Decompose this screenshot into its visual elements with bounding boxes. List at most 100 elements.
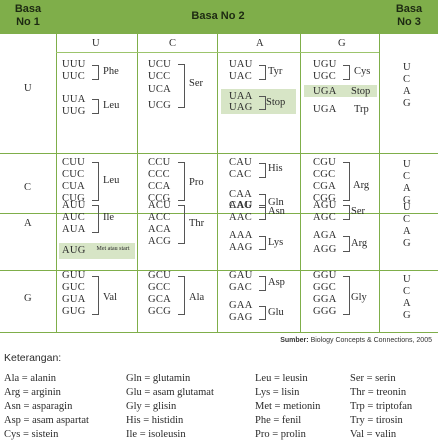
basa-1-g: G xyxy=(24,293,32,304)
aa-leu-c: Leu xyxy=(103,175,120,186)
codon-cgc: CGC xyxy=(313,169,336,180)
basa-3-a-c: C xyxy=(403,214,411,225)
codon-ggg: GGG xyxy=(313,306,337,317)
aa-lys: Lys xyxy=(268,237,284,248)
aa-val: Val xyxy=(103,292,117,303)
basa-3-a-u: U xyxy=(403,202,411,213)
legend-item: Pro = prolin xyxy=(255,429,306,440)
basa-3-u-c: C xyxy=(403,74,411,85)
aa-ser: Ser xyxy=(189,78,203,89)
header-basa-no-2-label: Basa No 2 xyxy=(191,10,245,22)
codon-ucc: UCC xyxy=(148,71,171,82)
codon-gcc: GCC xyxy=(148,282,171,293)
codon-ccg: CCG xyxy=(148,193,171,204)
codon-ggc: GGC xyxy=(313,282,337,293)
codon-agu: AGU xyxy=(313,200,337,211)
codon-uug: UUG xyxy=(62,106,86,117)
basa-3-c-a: A xyxy=(403,183,411,194)
codon-cgg: CGG xyxy=(313,193,337,204)
legend-item: Ser = serin xyxy=(350,373,396,384)
codon-aau: AAU xyxy=(229,200,253,211)
codon-ucu: UCU xyxy=(148,59,172,70)
aa-stop-uga: Stop xyxy=(351,86,371,97)
aa-ile: Ile xyxy=(103,212,115,223)
aa-pro: Pro xyxy=(189,177,204,188)
codon-uau: UAU xyxy=(229,59,253,70)
codon-agg: AGG xyxy=(313,244,337,255)
codon-uga-trp: UGA xyxy=(313,104,337,115)
codon-auc: AUC xyxy=(62,212,86,223)
source-text: Biology Concepts & Connections, 2005 xyxy=(310,337,432,344)
codon-gaa: GAA xyxy=(229,300,253,311)
codon-gga: GGA xyxy=(313,294,337,305)
basa-3-a-a: A xyxy=(403,226,411,237)
aa-met-start: Met atau start xyxy=(96,246,130,252)
legend-item: His = histidin xyxy=(126,415,184,426)
codon-gcg: GCG xyxy=(148,306,172,317)
legend-item: Leu = leusin xyxy=(255,373,308,384)
legend-item: Try = tirosin xyxy=(350,415,403,426)
aa-stop-uaa-uag: Stop xyxy=(266,97,286,108)
codon-table: Basa No 1 Basa No 2 Basa No 3 U C A G U … xyxy=(0,0,438,333)
aa-cys: Cys xyxy=(354,66,371,77)
basa-3-c-g: G xyxy=(403,195,411,206)
codon-caa: CAA xyxy=(229,189,253,200)
header-basa-no-1: Basa No 1 xyxy=(0,0,56,34)
header-basa-no-3: Basa No 3 xyxy=(380,0,438,34)
aa-arg: Arg xyxy=(353,180,370,191)
codon-acu: ACU xyxy=(148,200,172,211)
legend-item: Lys = lisin xyxy=(255,387,300,398)
codon-cuu: CUU xyxy=(62,157,86,168)
legend-item: Cys = sistein xyxy=(4,429,59,440)
aa-leu: Leu xyxy=(103,100,120,111)
source-credit: Sumber: Biology Concepts & Connections, … xyxy=(280,337,432,344)
aa-phe: Phe xyxy=(103,66,119,77)
basa-3-g-a: A xyxy=(403,298,411,309)
codon-cag: CAG xyxy=(229,200,253,211)
codon-uac: UAC xyxy=(229,71,253,82)
codon-cug: CUG xyxy=(62,193,86,204)
codon-gag: GAG xyxy=(229,312,253,323)
column-header-c: C xyxy=(169,38,177,49)
aa-arg-a: Arg xyxy=(351,238,368,249)
basa-3-g-c: C xyxy=(403,286,411,297)
basa-3-u-a: A xyxy=(403,86,411,97)
aa-asn: Asn xyxy=(268,206,285,217)
header-basa-no-1-label: Basa No 1 xyxy=(14,3,42,28)
codon-gug: GUG xyxy=(62,306,86,317)
basa-3-g-u: U xyxy=(403,274,411,285)
legend-title: Keterangan: xyxy=(4,352,62,364)
basa-3-u-g: G xyxy=(403,98,411,109)
basa-3-u-u: U xyxy=(403,62,411,73)
aa-tyr: Tyr xyxy=(268,66,283,77)
aa-ala: Ala xyxy=(189,292,205,303)
codon-uga-stop: UGA xyxy=(313,86,337,97)
codon-cga: CGA xyxy=(313,181,337,192)
codon-guc: GUC xyxy=(62,282,86,293)
aa-ser-a: Ser xyxy=(351,206,365,217)
basa-3-a-g: G xyxy=(403,238,411,249)
codon-aag: AAG xyxy=(229,242,253,253)
start-highlight-aug xyxy=(59,243,135,259)
legend-item: Trp = triptofan xyxy=(350,401,413,412)
aa-thr: Thr xyxy=(189,218,205,229)
basa-3-g-g: G xyxy=(403,310,411,321)
codon-ccu: CCU xyxy=(148,157,171,168)
column-header-u: U xyxy=(92,38,100,49)
codon-ucg: UCG xyxy=(148,100,172,111)
aa-gln: Gln xyxy=(268,197,284,208)
aa-asp: Asp xyxy=(268,277,285,288)
codon-aua: AUA xyxy=(62,224,86,235)
codon-ccc: CCC xyxy=(148,169,170,180)
codon-cua: CUA xyxy=(62,181,86,192)
basa-1-c: C xyxy=(24,182,32,193)
legend-item: Glu = asam glutamat xyxy=(126,387,214,398)
codon-acc: ACC xyxy=(148,212,171,223)
legend-item: Phe = fenil xyxy=(255,415,302,426)
legend-item: Asp = asam aspartat xyxy=(4,415,89,426)
codon-cca: CCA xyxy=(148,181,171,192)
legend-item: Asn = asparagin xyxy=(4,401,73,412)
codon-gac: GAC xyxy=(229,282,253,293)
codon-aga: AGA xyxy=(313,230,337,241)
aa-his: His xyxy=(268,163,283,174)
